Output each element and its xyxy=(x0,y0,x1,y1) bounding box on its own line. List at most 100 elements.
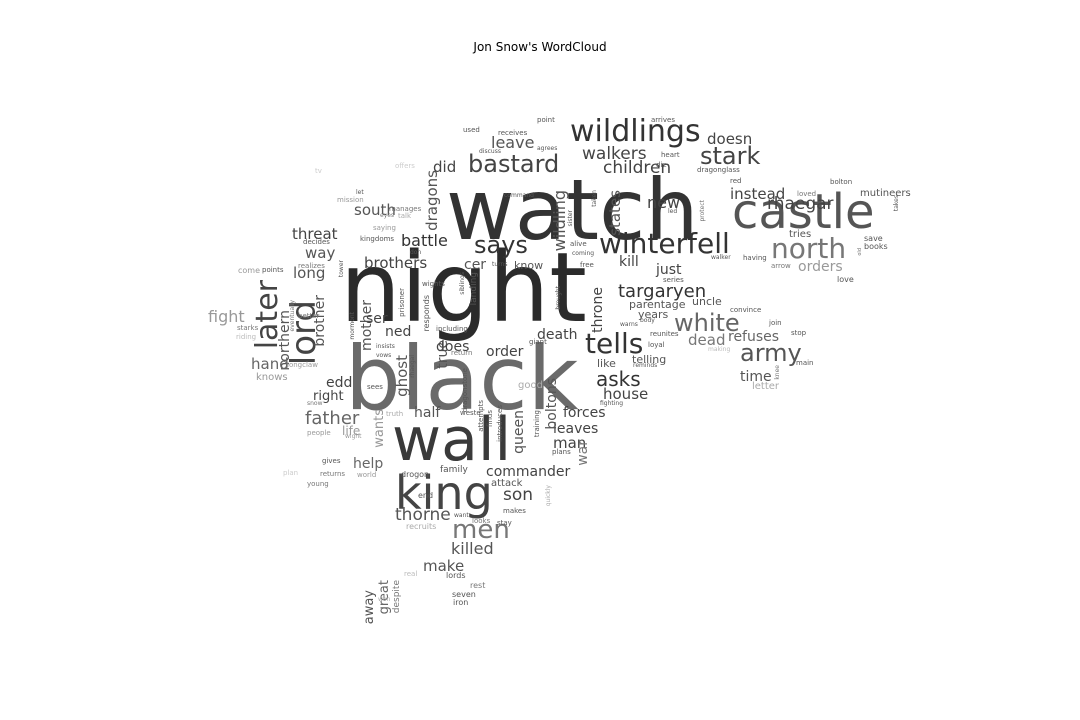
word-series: series xyxy=(663,276,684,284)
word-ser: ser xyxy=(366,311,388,327)
word-eyes: eyes xyxy=(380,212,395,219)
word-stop: stop xyxy=(791,329,807,337)
word-loyal: loyal xyxy=(648,341,665,349)
word-turns: turns xyxy=(492,261,508,268)
word-including: including xyxy=(436,325,468,333)
word-despite: despite xyxy=(392,580,402,614)
word-siblings: siblings xyxy=(459,272,466,295)
word-new: new xyxy=(647,193,681,212)
word-did: did xyxy=(433,158,457,176)
word-forces: forces xyxy=(563,405,606,421)
word-fighting: fighting xyxy=(600,400,624,407)
word-warns: warns xyxy=(620,321,638,328)
word-insists: insists xyxy=(376,343,395,350)
word-orders: orders xyxy=(798,259,843,275)
word-away: away xyxy=(362,590,377,625)
word-ned: ned xyxy=(385,324,412,340)
word-sister: sister xyxy=(567,210,574,227)
word-looks: looks xyxy=(472,517,491,525)
word-tower: tower xyxy=(338,260,345,278)
word-gives: gives xyxy=(322,457,341,465)
word-having: having xyxy=(743,254,767,262)
word-come: come xyxy=(238,266,261,275)
word-eventually: eventually xyxy=(289,300,296,332)
word-snow: snow xyxy=(307,400,323,407)
word-tells: tells xyxy=(585,327,644,360)
word-fight: fight xyxy=(208,307,245,326)
word-vows: vows xyxy=(376,352,392,359)
word-join: join xyxy=(769,319,782,327)
word-body: body xyxy=(640,317,655,324)
word-heart: heart xyxy=(661,151,680,159)
word-wildlings: wildlings xyxy=(570,114,701,149)
word-night: night xyxy=(340,232,587,344)
word-dragonstone: dragonstone xyxy=(461,368,469,413)
word-command: command xyxy=(504,192,534,199)
word-king: king xyxy=(395,466,493,520)
word-wildling: wildling xyxy=(550,190,569,252)
word-making: making xyxy=(708,346,731,353)
word-sees: sees xyxy=(367,383,383,391)
word-better: better xyxy=(298,312,320,320)
word-red: red xyxy=(730,177,742,185)
word-walker: walker xyxy=(711,254,731,261)
word-hand: hand xyxy=(251,355,289,373)
word-arrives: arrives xyxy=(651,116,675,124)
word-knows: knows xyxy=(256,372,288,383)
word-decides: decides xyxy=(303,238,330,246)
word-like: like xyxy=(597,357,616,370)
word-war: war xyxy=(575,440,591,466)
word-longclaw: longclaw xyxy=(287,361,318,369)
word-kingdoms: kingdoms xyxy=(360,235,395,243)
word-uncle: uncle xyxy=(692,295,722,308)
word-father: father xyxy=(305,408,360,429)
word-half: half xyxy=(414,405,441,421)
word-queen: queen xyxy=(511,410,527,454)
word-attack: attack xyxy=(491,478,523,489)
word-instead: instead xyxy=(730,185,786,203)
word-points: points xyxy=(262,266,284,274)
word-states: states xyxy=(606,190,624,236)
word-quickly: quickly xyxy=(545,485,552,507)
word-young: young xyxy=(307,480,329,488)
word-dragons: dragons xyxy=(423,170,441,231)
word-love: love xyxy=(837,275,854,284)
word-south: south xyxy=(354,201,396,219)
word-man: man xyxy=(553,434,587,452)
word-parentage: parentage xyxy=(629,298,686,311)
word-life: life xyxy=(342,424,361,438)
word-walkers: walkers xyxy=(582,144,647,164)
word-knee: knee xyxy=(774,365,781,380)
word-world: world xyxy=(357,471,377,479)
word-doesn: doesn xyxy=(707,130,753,148)
word-kill: kill xyxy=(619,254,639,270)
word-receives: receives xyxy=(498,129,528,137)
word-tries: tries xyxy=(789,229,812,240)
word-responds: responds xyxy=(422,295,431,332)
word-brothers: brothers xyxy=(364,254,428,272)
word-alive: alive xyxy=(570,240,587,248)
word-giant: giant xyxy=(529,338,547,346)
word-agrees: agrees xyxy=(537,145,558,152)
word-leave: leave xyxy=(491,133,535,152)
word-just: just xyxy=(656,262,682,278)
word-prisoner: prisoner xyxy=(398,288,406,317)
word-children: children xyxy=(603,158,672,178)
word-house: house xyxy=(603,385,649,403)
word-wight: wight xyxy=(345,433,362,440)
word-return: return xyxy=(451,349,473,357)
word-white: white xyxy=(674,309,740,337)
word-leaves: leaves xyxy=(553,421,599,437)
word-killed: killed xyxy=(451,539,494,558)
word-books: books xyxy=(864,242,888,251)
word-drogon: drogon xyxy=(401,470,430,479)
word-throne: throne xyxy=(590,287,606,333)
word-stay: stay xyxy=(497,519,512,527)
word-don: don xyxy=(410,249,422,256)
word-plans: plans xyxy=(552,448,571,456)
word-stark: stark xyxy=(700,142,761,170)
word-good: good xyxy=(518,380,543,391)
word-watch: watch xyxy=(446,161,699,259)
word-plan: plan xyxy=(283,469,299,477)
word-north: north xyxy=(771,232,847,265)
